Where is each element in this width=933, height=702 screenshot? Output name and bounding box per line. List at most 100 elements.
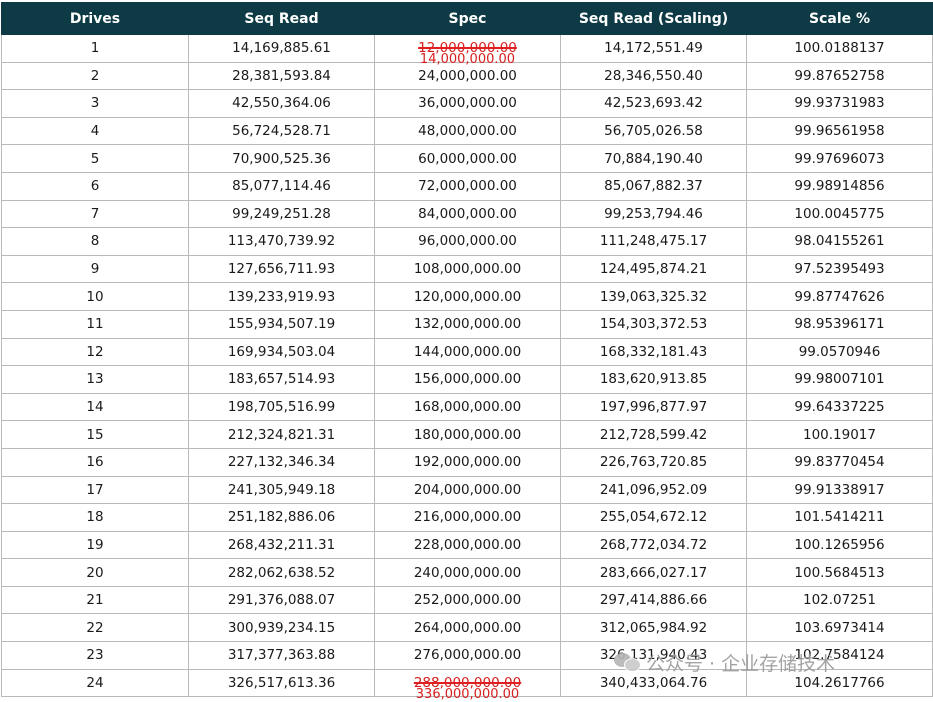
struck-spec-value: 288,000,000.00 <box>413 674 522 691</box>
seq-read-scaling-cell: 56,705,026.58 <box>560 116 747 146</box>
table-row: 18 251,182,886.06 216,000,000.00 255,054,67… <box>1 503 933 532</box>
drives-cell: 6 <box>1 171 189 201</box>
spec-cell: 228,000,000.00 <box>374 530 561 560</box>
spec-cell: 72,000,000.00 <box>374 171 561 201</box>
spec-cell: 180,000,000.00 <box>374 420 561 449</box>
seq-read-scaling-cell: 312,065,984.92 <box>560 613 747 643</box>
spec-cell: 168,000,000.00 <box>374 392 561 422</box>
seq-read-cell: 326,517,613.36 <box>188 668 375 698</box>
seq-read-cell: 113,470,739.92 <box>188 227 375 256</box>
drives-cell: 12 <box>1 337 189 367</box>
seq-read-cell: 291,376,088.07 <box>188 585 375 615</box>
spec-cell: 60,000,000.00 <box>374 144 561 173</box>
table-row: 5 70,900,525.36 60,000,000.00 70,884,190.40… <box>1 144 933 173</box>
table-row: 19 268,432,211.31 228,000,000.00 268,772,03… <box>1 530 933 560</box>
table-row: 9 127,656,711.93 108,000,000.00 124,495,874… <box>1 254 933 284</box>
header-seq-read: Seq Read <box>188 2 375 35</box>
scale-pct-cell: 99.97696073 <box>746 144 933 173</box>
spec-cell: 216,000,000.00 <box>374 503 561 532</box>
table-row: 2 28,381,593.84 24,000,000.00 28,346,550.40… <box>1 61 933 91</box>
seq-read-cell: 28,381,593.84 <box>188 61 375 91</box>
seq-read-cell: 241,305,949.18 <box>188 475 375 505</box>
spec-cell: 204,000,000.00 <box>374 475 561 505</box>
drives-cell: 8 <box>1 227 189 256</box>
spec-cell: 288,000,000.00 336,000,000.00 <box>374 668 561 701</box>
table-row: 10 139,233,919.93 120,000,000.00 139,063,32… <box>1 282 933 311</box>
table-row: 15 212,324,821.31 180,000,000.00 212,728,59… <box>1 420 933 449</box>
seq-read-cell: 198,705,516.99 <box>188 392 375 422</box>
seq-read-cell: 14,169,885.61 <box>188 34 375 63</box>
table-row: 8 113,470,739.92 96,000,000.00 111,248,475.… <box>1 227 933 256</box>
scale-pct-cell: 101.5414211 <box>746 503 933 532</box>
drives-cell: 13 <box>1 365 189 394</box>
drives-cell: 17 <box>1 475 189 505</box>
drives-cell: 9 <box>1 254 189 284</box>
spec-cell: 96,000,000.00 <box>374 227 561 256</box>
spec-cell: 84,000,000.00 <box>374 199 561 229</box>
scale-pct-cell: 99.91338917 <box>746 475 933 505</box>
table-row: 16 227,132,346.34 192,000,000.00 226,763,72… <box>1 447 933 477</box>
drives-cell: 2 <box>1 61 189 91</box>
seq-read-cell: 169,934,503.04 <box>188 337 375 367</box>
seq-read-scaling-cell: 268,772,034.72 <box>560 530 747 560</box>
scale-pct-cell: 98.95396171 <box>746 309 933 339</box>
drives-cell: 18 <box>1 503 189 532</box>
seq-read-cell: 212,324,821.31 <box>188 420 375 449</box>
corrected-spec-value: 336,000,000.00 <box>415 686 520 702</box>
drives-cell: 10 <box>1 282 189 311</box>
seq-read-scaling-cell: 28,346,550.40 <box>560 61 747 91</box>
seq-read-cell: 99,249,251.28 <box>188 199 375 229</box>
seq-read-cell: 70,900,525.36 <box>188 144 375 173</box>
drives-cell: 5 <box>1 144 189 173</box>
header-scale-pct: Scale % <box>746 2 933 35</box>
spec-cell: 156,000,000.00 <box>374 365 561 394</box>
table-row: 7 99,249,251.28 84,000,000.00 99,253,794.46… <box>1 199 933 229</box>
drives-cell: 21 <box>1 585 189 615</box>
seq-read-cell: 139,233,919.93 <box>188 282 375 311</box>
drives-cell: 15 <box>1 420 189 449</box>
scale-pct-cell: 99.0570946 <box>746 337 933 367</box>
scale-pct-cell: 99.98007101 <box>746 365 933 394</box>
table-row: 1 14,169,885.61 12,000,000.00 14,000,000.00… <box>1 34 933 66</box>
seq-read-cell: 127,656,711.93 <box>188 254 375 284</box>
seq-read-scaling-cell: 70,884,190.40 <box>560 144 747 173</box>
seq-read-scaling-cell: 124,495,874.21 <box>560 254 747 284</box>
scale-pct-cell: 99.83770454 <box>746 447 933 477</box>
scale-pct-cell: 98.04155261 <box>746 227 933 256</box>
drives-cell: 22 <box>1 613 189 643</box>
table-row: 17 241,305,949.18 204,000,000.00 241,096,95… <box>1 475 933 505</box>
table-row: 23 317,377,363.88 276,000,000.00 326,131,94… <box>1 641 933 670</box>
seq-read-scaling-cell: 111,248,475.17 <box>560 227 747 256</box>
table-row: 12 169,934,503.04 144,000,000.00 168,332,18… <box>1 337 933 367</box>
seq-read-scaling-cell: 42,523,693.42 <box>560 89 747 118</box>
scale-pct-cell: 97.52395493 <box>746 254 933 284</box>
scale-pct-cell: 100.19017 <box>746 420 933 449</box>
spec-cell: 108,000,000.00 <box>374 254 561 284</box>
header-drives: Drives <box>1 2 189 35</box>
drives-cell: 1 <box>1 34 189 63</box>
scale-pct-cell: 99.87747626 <box>746 282 933 311</box>
spec-cell: 144,000,000.00 <box>374 337 561 367</box>
spec-cell: 276,000,000.00 <box>374 641 561 670</box>
drives-cell: 11 <box>1 309 189 339</box>
seq-read-cell: 282,062,638.52 <box>188 558 375 587</box>
header-spec: Spec <box>374 2 561 35</box>
scale-pct-cell: 99.64337225 <box>746 392 933 422</box>
seq-read-scaling-cell: 340,433,064.76 <box>560 668 747 698</box>
scale-pct-cell: 100.0188137 <box>746 34 933 63</box>
seq-read-scaling-cell: 14,172,551.49 <box>560 34 747 63</box>
drives-cell: 24 <box>1 668 189 698</box>
drives-cell: 7 <box>1 199 189 229</box>
drives-cell: 4 <box>1 116 189 146</box>
spec-cell: 264,000,000.00 <box>374 613 561 643</box>
seq-read-scaling-cell: 283,666,027.17 <box>560 558 747 587</box>
scale-pct-cell: 99.93731983 <box>746 89 933 118</box>
spec-cell: 24,000,000.00 <box>374 61 561 91</box>
scale-pct-cell: 102.7584124 <box>746 641 933 670</box>
seq-read-scaling-cell: 241,096,952.09 <box>560 475 747 505</box>
scale-pct-cell: 100.0045775 <box>746 199 933 229</box>
drives-cell: 23 <box>1 641 189 670</box>
spec-cell: 192,000,000.00 <box>374 447 561 477</box>
seq-read-scaling-cell: 297,414,886.66 <box>560 585 747 615</box>
